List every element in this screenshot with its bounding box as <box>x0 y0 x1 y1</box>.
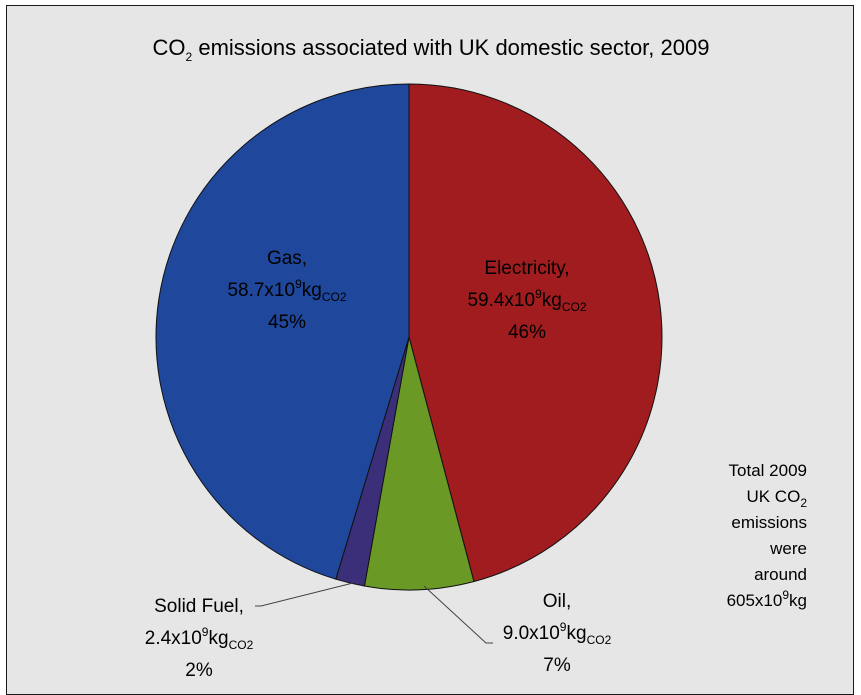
solid-fuel-label-name: Solid Fuel, <box>154 596 244 617</box>
note-line-2: UK CO2 <box>746 487 807 510</box>
note-line-1: Total 2009 <box>729 461 807 480</box>
solid-fuel-label-value: 2.4x109kgCO2 <box>145 625 254 652</box>
solid-fuel-label-percent: 2% <box>185 660 213 681</box>
pie-slices <box>155 83 663 591</box>
electricity-label-value: 59.4x109kgCO2 <box>467 287 586 314</box>
note-line-6: 605x109kg <box>727 588 807 610</box>
electricity-label-name: Electricity, <box>484 258 569 279</box>
leader-line-oil <box>423 585 493 644</box>
electricity-label-percent: 46% <box>508 322 546 343</box>
leader-line-solid-fuel <box>255 582 354 607</box>
oil-label-value: 9.0x109kgCO2 <box>503 620 612 647</box>
oil-label-name: Oil, <box>543 591 572 612</box>
note-line-3: emissions <box>731 513 807 532</box>
pie-slice-oil <box>363 336 475 591</box>
gas-label-percent: 45% <box>268 312 306 333</box>
note-line-5: around <box>754 565 807 584</box>
pie-slice-electricity <box>408 83 663 583</box>
gas-label-value: 58.7x109kgCO2 <box>227 277 346 304</box>
chart-area: CO2 emissions associated with UK domesti… <box>6 5 854 695</box>
label-oil: Oil, 9.0x109kgCO2 7% <box>503 591 612 676</box>
oil-label-percent: 7% <box>543 655 571 676</box>
leader-lines <box>255 582 493 644</box>
pie-slice-gas <box>155 83 410 580</box>
total-emissions-note: Total 2009 UK CO2 emissions were around … <box>727 461 808 610</box>
gas-label-name: Gas, <box>267 248 307 269</box>
pie-chart: CO2 emissions associated with UK domesti… <box>145 35 808 681</box>
label-gas: Gas, 58.7x109kgCO2 45% <box>227 248 346 333</box>
chart-title: CO2 emissions associated with UK domesti… <box>153 35 710 64</box>
label-solid-fuel: Solid Fuel, 2.4x109kgCO2 2% <box>145 596 254 681</box>
label-electricity: Electricity, 59.4x109kgCO2 46% <box>467 258 586 343</box>
note-line-4: were <box>769 539 807 558</box>
